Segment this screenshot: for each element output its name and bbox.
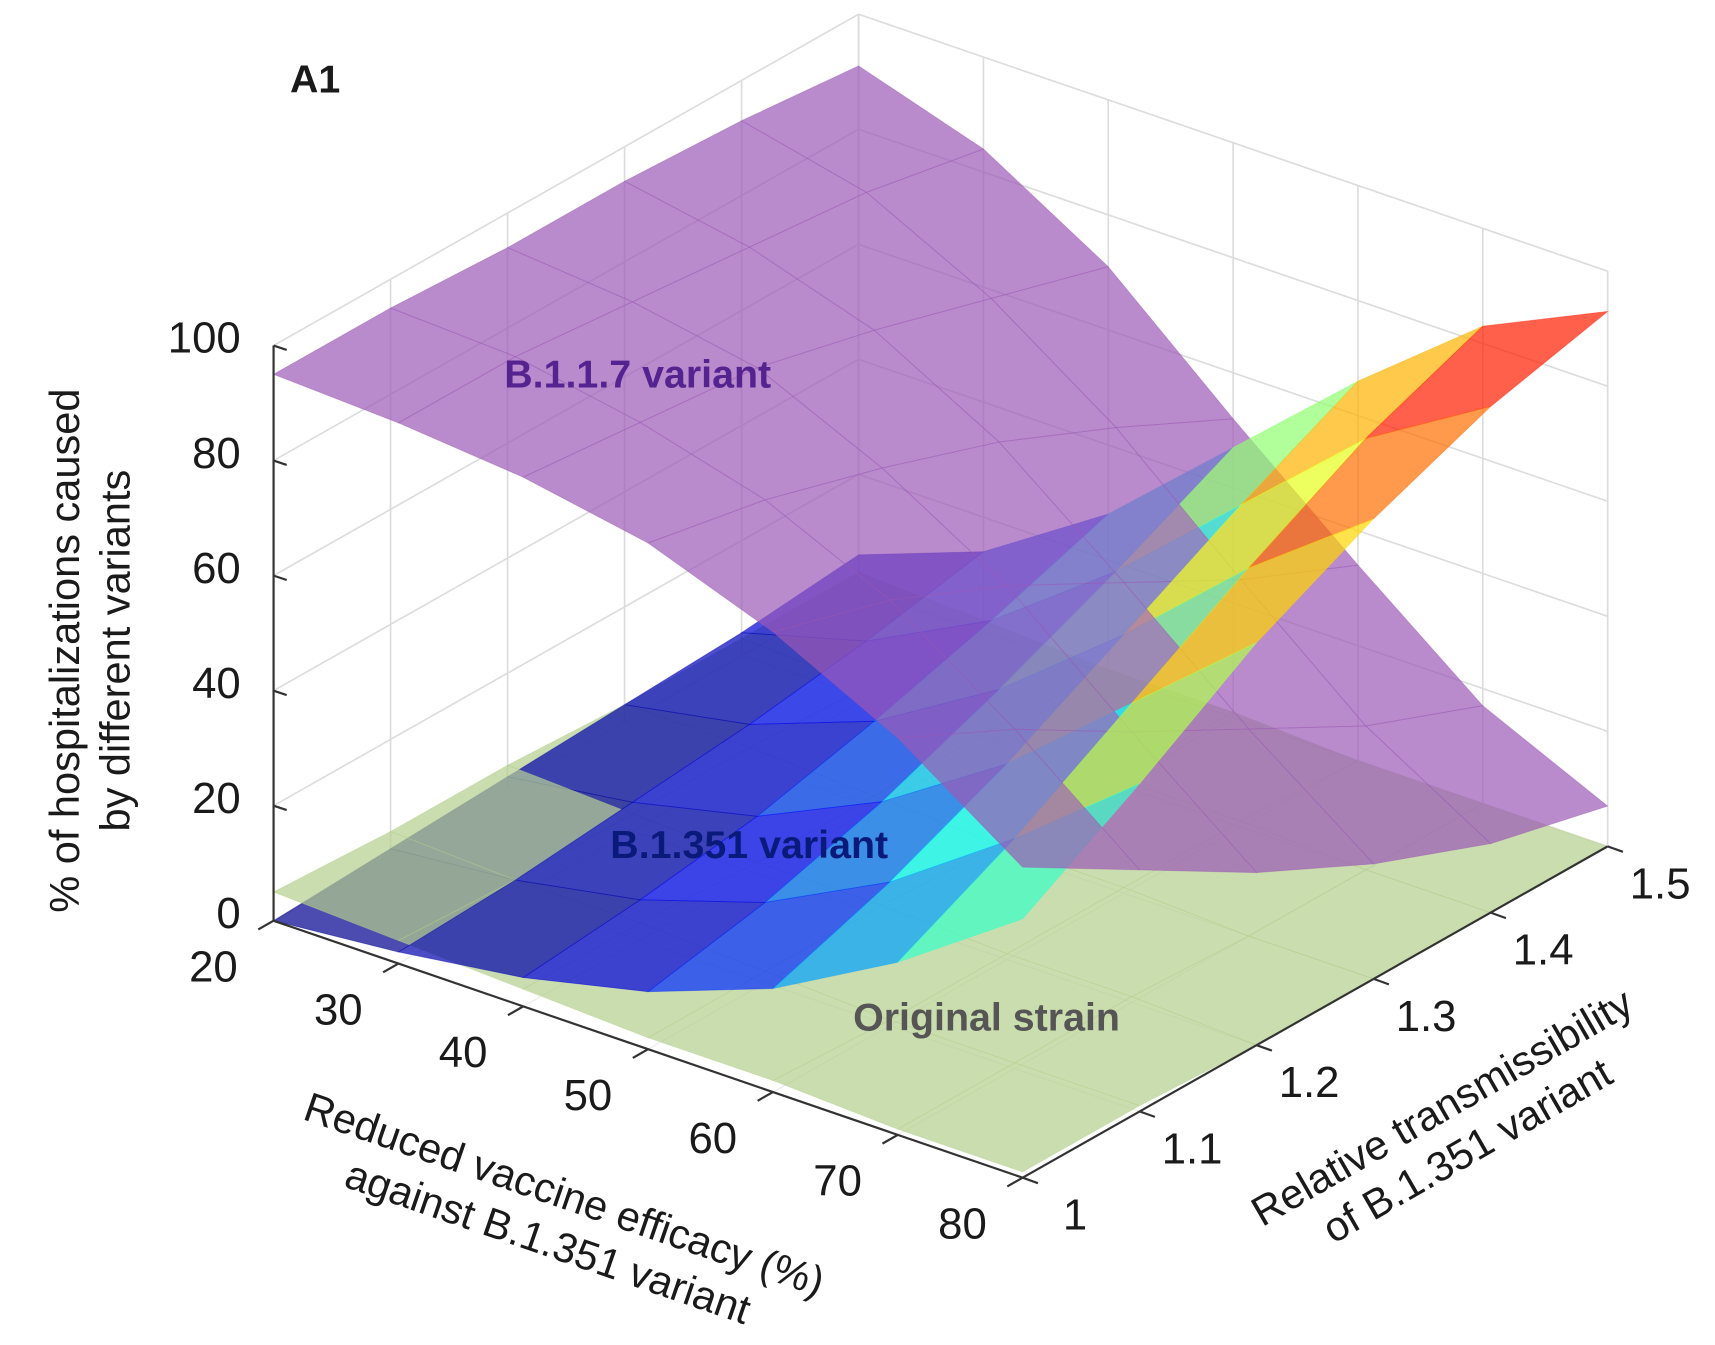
grid-line (273, 13, 859, 347)
x-tick (757, 1091, 774, 1102)
y-tick (1256, 1044, 1273, 1052)
x-tick-label: 40 (439, 1028, 488, 1077)
x-tick-label: 70 (813, 1157, 862, 1206)
y-tick (1139, 1110, 1156, 1118)
x-tick (382, 962, 399, 974)
z-tick (273, 574, 288, 582)
x-tick-label: 60 (688, 1114, 737, 1163)
z-tick (273, 919, 288, 927)
y-tick-label: 1.1 (1162, 1124, 1223, 1173)
x-tick (881, 1133, 899, 1145)
surfaces (272, 65, 1610, 1173)
x-tick-label: 50 (564, 1071, 613, 1120)
x-axis-label: Reduced vaccine efficacy (%) against B.1… (298, 1083, 830, 1333)
y-axis-line (1022, 845, 1609, 1179)
series-label: B.1.351 variant (610, 823, 888, 867)
z-tick (273, 804, 288, 812)
x-tick (257, 919, 275, 931)
series-label: B.1.1.7 variant (504, 353, 771, 397)
z-tick-label: 20 (192, 774, 241, 823)
z-tick (273, 344, 288, 351)
surface-patch (1248, 405, 1493, 569)
z-axis-label-line: by different variants (91, 470, 138, 832)
surface-patch (896, 1062, 1141, 1173)
y-tick (1490, 911, 1507, 920)
z-tick (273, 459, 288, 466)
z-axis-label: % of hospitalizations caused by differen… (41, 388, 138, 912)
y-tick-label: 1.3 (1396, 992, 1457, 1041)
x-tick (507, 1005, 524, 1017)
z-tick-label: 100 (168, 314, 241, 363)
y-tick (1373, 977, 1390, 986)
y-tick-label: 1.2 (1279, 1058, 1340, 1107)
z-tick-label: 0 (216, 889, 240, 938)
y-tick-label: 1 (1063, 1191, 1087, 1240)
y-tick (1607, 845, 1624, 853)
x-tick-label: 80 (938, 1199, 987, 1248)
panel-label: A1 (290, 57, 340, 101)
x-tick (632, 1048, 649, 1059)
x-tick-label: 20 (189, 942, 238, 991)
z-axis-label-line: % of hospitalizations caused (41, 388, 88, 912)
series-label: Original strain (853, 996, 1120, 1040)
y-tick (1022, 1176, 1039, 1185)
x-tick (1006, 1176, 1024, 1188)
z-tick-label: 40 (192, 659, 241, 708)
x-tick-label: 30 (314, 985, 363, 1034)
z-tick-label: 80 (192, 429, 241, 478)
surface-patch (896, 728, 1141, 871)
y-tick-label: 1.5 (1630, 859, 1691, 908)
z-tick-label: 60 (192, 544, 241, 593)
y-tick-label: 1.4 (1513, 926, 1574, 975)
z-tick (273, 689, 288, 697)
